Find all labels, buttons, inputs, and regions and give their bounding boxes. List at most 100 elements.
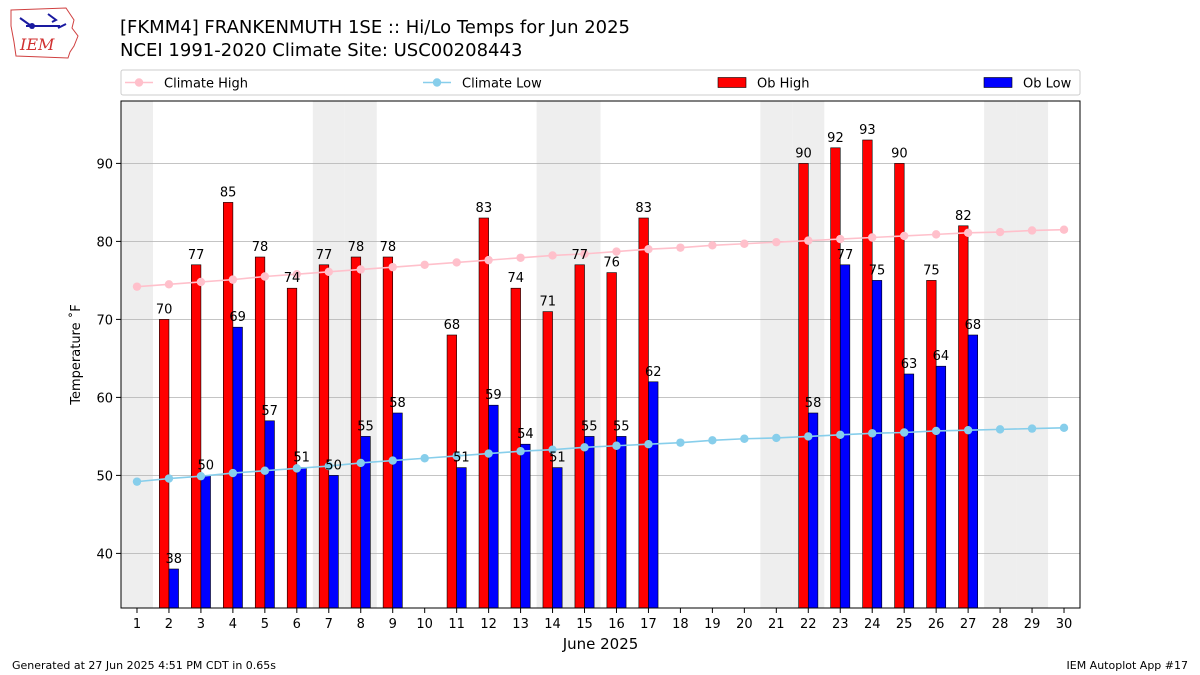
climate-low-line [136, 427, 1065, 483]
ob-high-legend-label: Ob High [757, 77, 810, 92]
climate-high-point-day-5 [260, 272, 270, 281]
x-tick-label-7: 7 [325, 617, 333, 632]
y-axis: 40 50 60 70 80 90 Temperature ˚F [68, 157, 121, 562]
climate-high-point-day-27 [963, 228, 973, 238]
climate-low-point-day-4 [228, 468, 238, 478]
climate-high-point-day-23 [836, 234, 845, 244]
ob-high-bar-day-11 [446, 334, 457, 609]
climate-low-point-day-28 [995, 425, 1005, 434]
climate-low-point-day-5 [260, 466, 270, 475]
climate-high-point-day-1 [132, 282, 142, 291]
ob-low-label-day-27: 68 [965, 318, 982, 333]
climate-low-point-day-23 [836, 430, 845, 440]
y-axis-label: Temperature ˚F [68, 304, 84, 405]
climate-high-point-day-30 [1059, 225, 1069, 234]
climate-high-point-day-8 [356, 265, 365, 274]
climate-high-point-day-9 [388, 262, 397, 272]
ob-high-label-day-7: 77 [316, 248, 333, 263]
climate-high-point-day-4 [228, 275, 238, 284]
ob-low-label-day-6: 51 [293, 451, 310, 466]
y-tick-label-40: 40 [96, 547, 113, 562]
x-tick-label-12: 12 [480, 617, 497, 632]
climate-low-point-day-17 [644, 440, 653, 449]
ob-high-bar-day-4 [222, 202, 234, 609]
ob-low-bar-day-11 [456, 467, 467, 609]
x-tick-label-20: 20 [736, 617, 753, 632]
legend-box [120, 69, 1081, 96]
ob-high-label-day-4: 85 [220, 185, 237, 200]
x-tick-label-8: 8 [357, 617, 365, 632]
weekend-band-day-29 [1016, 101, 1049, 608]
climate-low-point-day-26 [931, 426, 941, 436]
ob-low-bar-day-6 [296, 467, 307, 609]
ob-high-label-day-27: 82 [955, 209, 972, 224]
legend: Climate High Climate Low Ob High Ob Low [120, 69, 1081, 96]
ob-low-label-day-8: 55 [357, 419, 374, 434]
ob-high-label-day-6: 74 [284, 271, 301, 286]
ob-low-bar-day-22 [807, 412, 819, 609]
climate-low-point-day-7 [324, 461, 333, 471]
x-tick-label-11: 11 [448, 617, 465, 632]
ob-low-bar-day-15 [584, 436, 595, 609]
ob-low-bar-day-27 [967, 334, 979, 609]
climate-high-line [136, 228, 1065, 288]
x-tick-label-24: 24 [864, 617, 881, 632]
ob-high-bar-day-9 [382, 256, 394, 609]
climate-low-point-day-13 [516, 447, 525, 456]
ob-high-label-day-22: 90 [795, 146, 812, 161]
ob-low-bar-day-24 [871, 280, 883, 609]
x-tick-label-22: 22 [800, 617, 817, 632]
ob-high-label-day-13: 74 [508, 271, 525, 286]
ob-high-label-day-23: 92 [827, 131, 844, 146]
x-tick-label-28: 28 [992, 617, 1009, 632]
ob-low-label-day-11: 51 [453, 451, 470, 466]
climate-high-point-day-15 [580, 249, 589, 259]
climate-high-point-day-18 [676, 243, 685, 252]
climate-low-point-day-18 [676, 438, 685, 447]
ob-high-bar-day-15 [574, 264, 585, 609]
ob-high-label-day-14: 71 [539, 295, 556, 310]
ob-high-bar-day-27 [958, 225, 969, 609]
bars [159, 139, 979, 609]
ob-low-label-day-25: 63 [901, 357, 918, 372]
climate-high-legend-label: Climate High [164, 77, 248, 92]
x-tick-label-4: 4 [229, 617, 237, 632]
climate-low-point-day-2 [164, 474, 174, 483]
x-tick-label-25: 25 [896, 617, 913, 632]
ob-high-bar-day-16 [606, 272, 617, 609]
x-axis: 1 2 3 4 5 6 7 8 9 10 11 12 13 14 15 16 17 18 19 20 21 22 23 24 2… [133, 608, 1072, 653]
climate-high-point-day-11 [452, 258, 461, 267]
y-tick-label-80: 80 [96, 235, 113, 250]
ob-low-label-day-4: 69 [229, 310, 246, 325]
weekend-band-day-21 [760, 101, 793, 608]
x-tick-label-3: 3 [197, 617, 205, 632]
data-labels: 70 38 77 50 85 69 78 57 74 51 77 50 78 55 78 58 68 51 83 59… [156, 123, 981, 567]
ob-low-label-day-23: 77 [837, 248, 854, 263]
x-tick-label-17: 17 [640, 617, 657, 632]
ob-low-label-day-3: 50 [197, 458, 214, 473]
ob-low-bar-day-16 [616, 436, 627, 609]
climate-low-point-day-25 [899, 428, 909, 437]
x-tick-label-1: 1 [133, 617, 141, 632]
y-tick-label-70: 70 [96, 313, 113, 328]
ob-high-label-day-17: 83 [635, 201, 652, 216]
ob-low-bar-day-7 [328, 475, 339, 609]
plot-frame [120, 100, 1081, 609]
ob-low-bar-day-3 [200, 475, 211, 609]
iem-logo: IEM [10, 7, 79, 59]
climate-low-point-day-24 [868, 429, 877, 438]
x-tick-label-2: 2 [165, 617, 173, 632]
ob-low-label-day-24: 75 [869, 263, 886, 278]
climate-low-point-day-16 [612, 441, 621, 450]
ob-low-bar-day-4 [232, 326, 243, 609]
ob-low-bar-day-5 [264, 420, 275, 609]
ob-low-bar-day-2 [168, 568, 179, 609]
y-tick-label-50: 50 [96, 469, 113, 484]
climate-low-point-day-30 [1059, 423, 1069, 433]
climate-low-point-day-14 [548, 445, 557, 454]
ob-high-label-day-15: 77 [571, 248, 588, 263]
ob-high-bar-day-12 [478, 217, 489, 609]
ob-low-label-day-16: 55 [613, 419, 630, 434]
climate-high-point-day-22 [804, 236, 813, 245]
